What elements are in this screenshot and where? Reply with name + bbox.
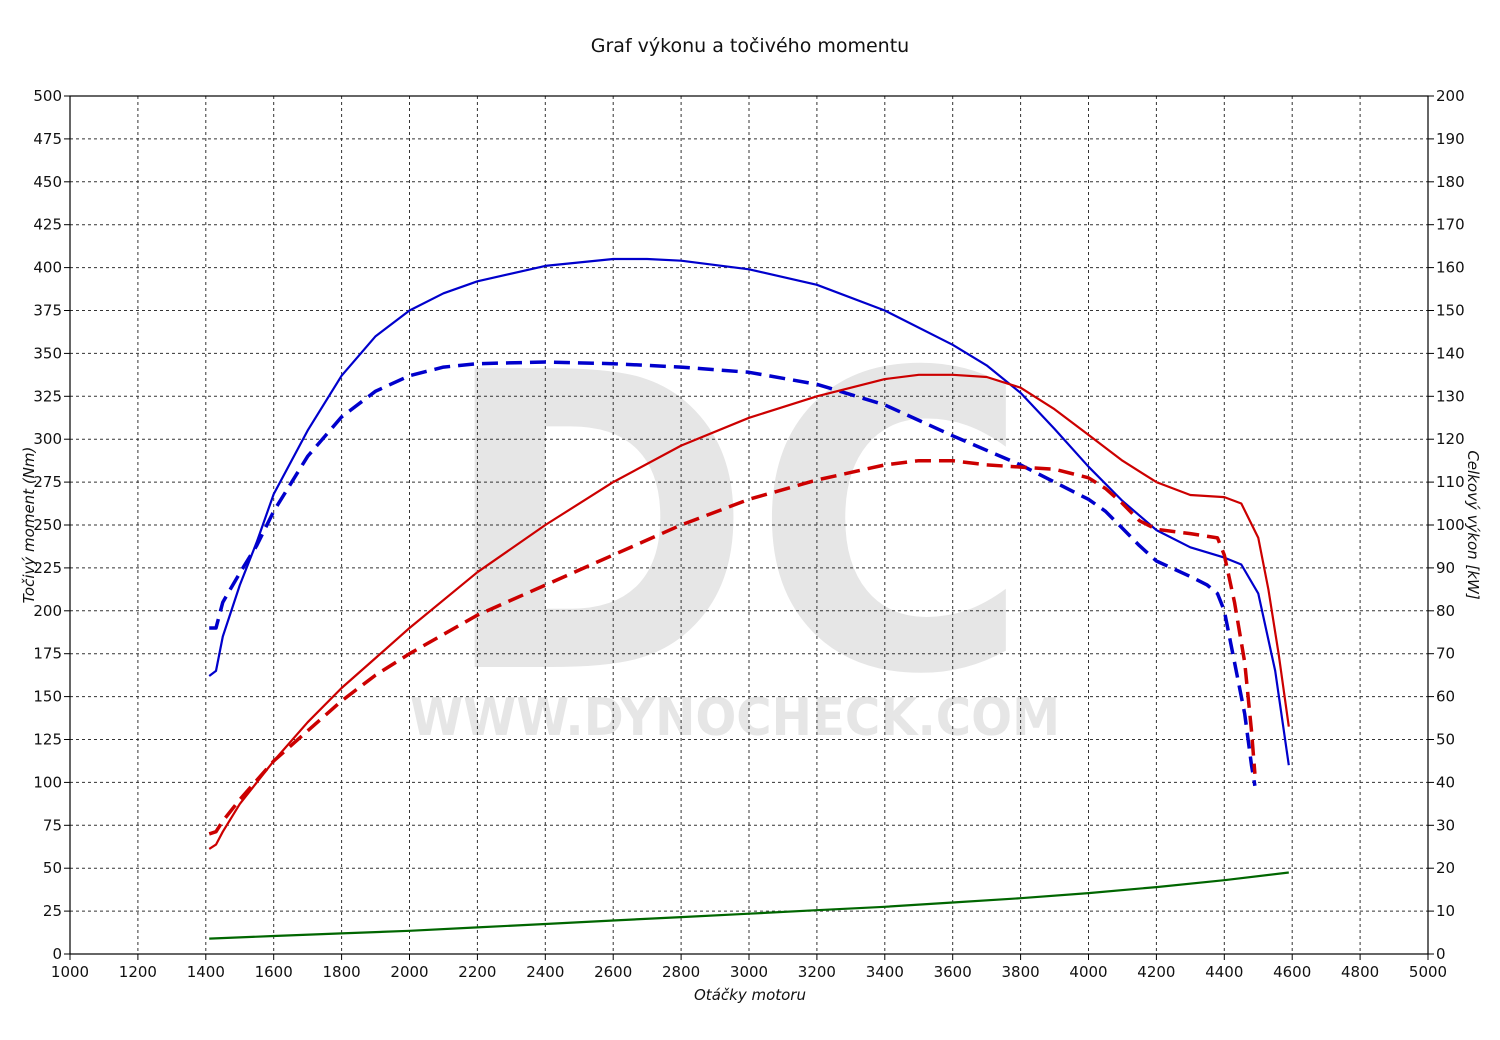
x-tick-label: 4400 xyxy=(1205,963,1243,981)
y-tick-label-right: 10 xyxy=(1436,902,1455,920)
watermark-text: WWW.DYNOCHECK.COM xyxy=(410,688,1060,748)
y-tick-label-right: 170 xyxy=(1436,216,1465,234)
y-tick-label-right: 90 xyxy=(1436,559,1455,577)
y-tick-label-left: 350 xyxy=(33,344,62,362)
y-tick-label-right: 200 xyxy=(1436,87,1465,105)
y-tick-label-right: 180 xyxy=(1436,173,1465,191)
y-tick-label-left: 450 xyxy=(33,173,62,191)
y-tick-label-left: 500 xyxy=(33,87,62,105)
y-tick-label-left: 100 xyxy=(33,773,62,791)
y-tick-label-right: 160 xyxy=(1436,259,1465,277)
x-axis-label: Otáčky motoru xyxy=(694,986,806,1004)
y-tick-label-left: 50 xyxy=(43,859,62,877)
y-tick-label-left: 325 xyxy=(33,387,62,405)
y-axis-label-right: Celkový výkon [kW] xyxy=(1464,450,1482,600)
x-tick-label: 2800 xyxy=(662,963,700,981)
x-tick-label: 4200 xyxy=(1137,963,1175,981)
y-tick-label-right: 140 xyxy=(1436,344,1465,362)
y-tick-label-right: 100 xyxy=(1436,516,1465,534)
y-tick-label-left: 425 xyxy=(33,216,62,234)
y-tick-label-right: 50 xyxy=(1436,731,1455,749)
y-tick-label-left: 0 xyxy=(52,945,62,963)
y-tick-label-left: 125 xyxy=(33,731,62,749)
x-tick-label: 4600 xyxy=(1273,963,1311,981)
y-tick-label-right: 0 xyxy=(1436,945,1446,963)
x-tick-label: 4800 xyxy=(1341,963,1379,981)
x-tick-label: 1800 xyxy=(323,963,361,981)
y-tick-label-right: 130 xyxy=(1436,387,1465,405)
x-tick-label: 4000 xyxy=(1069,963,1107,981)
y-tick-label-right: 30 xyxy=(1436,816,1455,834)
x-tick-label: 3200 xyxy=(798,963,836,981)
y-tick-label-left: 25 xyxy=(43,902,62,920)
x-tick-label: 1200 xyxy=(119,963,157,981)
y-tick-label-right: 60 xyxy=(1436,688,1455,706)
x-tick-label: 1400 xyxy=(187,963,225,981)
y-tick-label-left: 400 xyxy=(33,259,62,277)
x-tick-label: 3800 xyxy=(1002,963,1040,981)
x-tick-label: 1000 xyxy=(51,963,89,981)
x-tick-label: 3600 xyxy=(934,963,972,981)
y-tick-label-right: 190 xyxy=(1436,130,1465,148)
chart-title: Graf výkonu a točivého momentu xyxy=(591,35,909,57)
y-tick-label-left: 475 xyxy=(33,130,62,148)
x-tick-label: 2400 xyxy=(526,963,564,981)
x-tick-label: 5000 xyxy=(1409,963,1447,981)
y-tick-label-right: 110 xyxy=(1436,473,1465,491)
y-tick-label-right: 120 xyxy=(1436,430,1465,448)
y-tick-label-left: 300 xyxy=(33,430,62,448)
x-tick-label: 1600 xyxy=(255,963,293,981)
watermark: DC WWW.DYNOCHECK.COM xyxy=(410,286,1060,764)
x-tick-label: 3000 xyxy=(730,963,768,981)
x-tick-label: 2600 xyxy=(594,963,632,981)
grid xyxy=(70,96,1428,954)
y-tick-label-left: 375 xyxy=(33,302,62,320)
y-tick-label-right: 70 xyxy=(1436,645,1455,663)
y-tick-label-right: 40 xyxy=(1436,773,1455,791)
y-tick-label-right: 20 xyxy=(1436,859,1455,877)
x-tick-label: 2000 xyxy=(390,963,428,981)
y-tick-label-left: 150 xyxy=(33,688,62,706)
y-tick-label-right: 80 xyxy=(1436,602,1455,620)
x-tick-label: 3400 xyxy=(866,963,904,981)
y-tick-label-left: 175 xyxy=(33,645,62,663)
y-tick-label-left: 75 xyxy=(43,816,62,834)
y-tick-label-left: 200 xyxy=(33,602,62,620)
y-tick-label-right: 150 xyxy=(1436,302,1465,320)
x-tick-label: 2200 xyxy=(458,963,496,981)
y-axis-label-left: Točivý moment (Nm) xyxy=(20,447,38,604)
